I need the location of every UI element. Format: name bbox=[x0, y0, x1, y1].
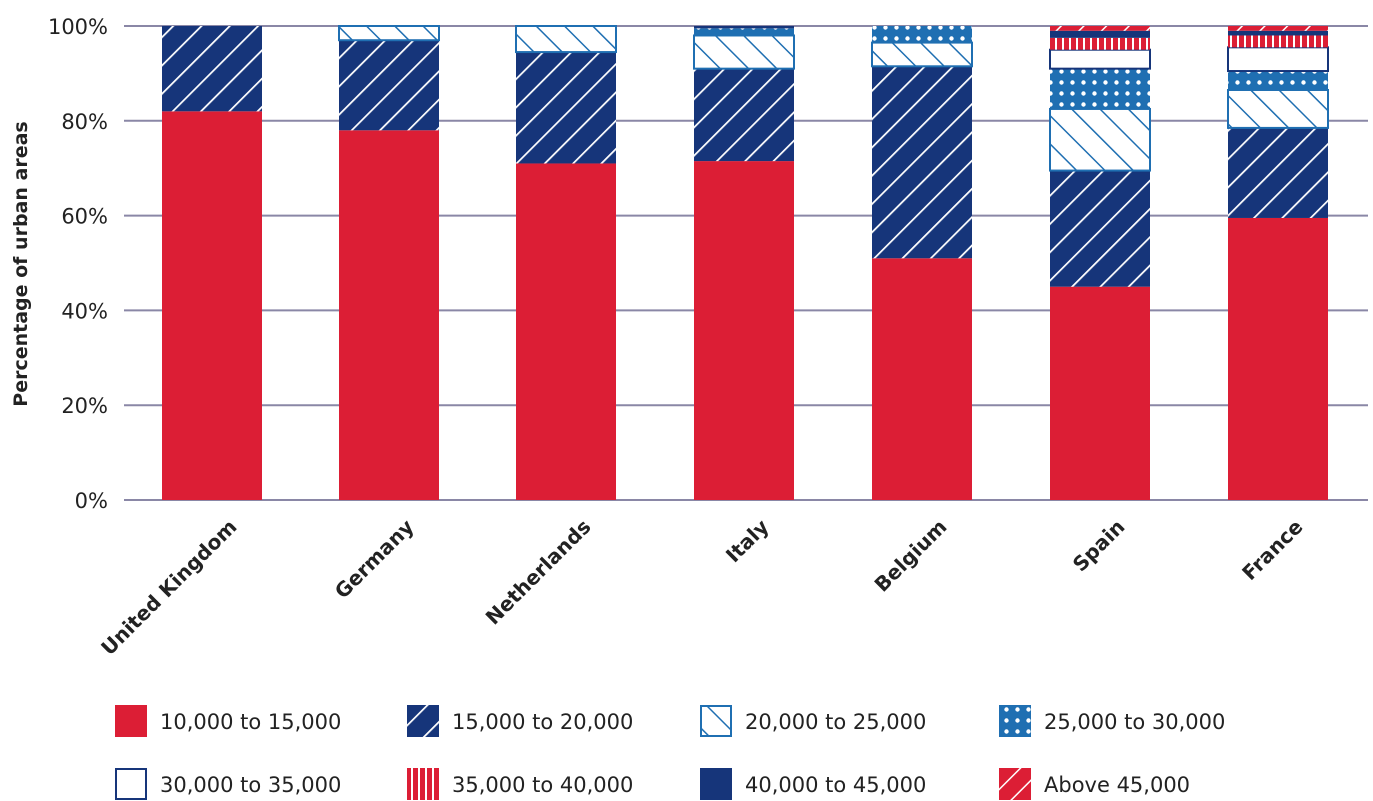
x-tick-label: Netherlands bbox=[481, 515, 596, 630]
bar-stack bbox=[338, 25, 440, 500]
bar-segment bbox=[1228, 35, 1328, 48]
legend-swatch bbox=[700, 768, 732, 800]
bar-segment bbox=[694, 68, 794, 162]
bar-segment bbox=[162, 111, 262, 500]
legend-label: 10,000 to 15,000 bbox=[160, 710, 341, 734]
bar-segment bbox=[1227, 88, 1329, 129]
legend-swatch bbox=[700, 705, 732, 737]
bar-segment bbox=[339, 130, 439, 500]
y-tick-label: 20% bbox=[61, 394, 108, 418]
legend-label: 35,000 to 40,000 bbox=[452, 773, 633, 797]
bar-segment bbox=[1050, 170, 1150, 287]
bar-stack bbox=[693, 26, 795, 500]
bar-segment bbox=[339, 40, 439, 131]
y-tick-label: 80% bbox=[61, 110, 108, 134]
bar-segment bbox=[1050, 286, 1150, 500]
bar-segment bbox=[694, 161, 794, 500]
bar-segment bbox=[1228, 127, 1328, 218]
legend-label: Above 45,000 bbox=[1044, 773, 1190, 797]
y-tick-label: 40% bbox=[61, 299, 108, 323]
bar-segment bbox=[871, 41, 973, 68]
legend-swatch bbox=[115, 768, 147, 800]
bar-segment bbox=[162, 26, 262, 112]
legend-label: 25,000 to 30,000 bbox=[1044, 710, 1225, 734]
bar-stack bbox=[1049, 26, 1151, 500]
y-tick-label: 0% bbox=[75, 489, 108, 513]
bar-segment bbox=[694, 28, 794, 36]
bar-segment bbox=[1228, 26, 1328, 31]
legend-swatch bbox=[407, 768, 439, 800]
bar-segment bbox=[515, 25, 617, 54]
y-tick-label: 60% bbox=[61, 205, 108, 229]
bar-stack bbox=[1227, 26, 1329, 500]
legend: 10,000 to 15,000 15,000 to 20,000 20,000 t… bbox=[115, 705, 1225, 800]
legend-label: 20,000 to 25,000 bbox=[745, 710, 926, 734]
legend-swatch bbox=[999, 705, 1031, 737]
bar-segment bbox=[1227, 46, 1329, 73]
x-tick-label: Spain bbox=[1068, 515, 1130, 577]
x-tick-label: France bbox=[1237, 515, 1307, 585]
bar-segment bbox=[1050, 30, 1150, 38]
bar-segment bbox=[516, 52, 616, 164]
x-tick-label: Germany bbox=[330, 515, 419, 604]
bar-segment bbox=[693, 34, 795, 70]
legend-label: 15,000 to 20,000 bbox=[452, 710, 633, 734]
bar-stack bbox=[515, 25, 617, 500]
y-axis-ticks: 0% 20% 40% 60% 80% 100% bbox=[48, 15, 108, 513]
bar-segment bbox=[872, 26, 972, 43]
bar-segment bbox=[1049, 107, 1151, 172]
x-tick-label: Italy bbox=[721, 515, 774, 568]
bar-segment bbox=[1228, 217, 1328, 500]
bar-segment bbox=[872, 258, 972, 500]
bar-segment bbox=[338, 25, 440, 42]
x-tick-label: Belgium bbox=[870, 515, 952, 597]
legend-swatch bbox=[407, 705, 439, 737]
bar-segment bbox=[694, 26, 794, 29]
bar-segment bbox=[1228, 30, 1328, 36]
legend-label: 30,000 to 35,000 bbox=[160, 773, 341, 797]
bar-stack bbox=[162, 26, 262, 500]
x-axis-labels: United Kingdom Germany Netherlands Italy Bel… bbox=[96, 515, 1307, 660]
bar-segment bbox=[1049, 48, 1151, 70]
bar-segment bbox=[1050, 68, 1150, 109]
bar-segment bbox=[1050, 37, 1150, 50]
bar-segment bbox=[1228, 71, 1328, 90]
y-axis-label: Percentage of urban areas bbox=[10, 121, 32, 406]
y-tick-label: 100% bbox=[48, 15, 108, 39]
legend-swatch bbox=[115, 705, 147, 737]
bar-segment bbox=[872, 66, 972, 259]
bar-stack bbox=[871, 26, 973, 500]
bar-segment bbox=[1050, 26, 1150, 31]
bars bbox=[162, 25, 1329, 500]
legend-label: 40,000 to 45,000 bbox=[745, 773, 926, 797]
x-tick-label: United Kingdom bbox=[96, 515, 241, 660]
legend-swatch bbox=[999, 768, 1031, 800]
bar-segment bbox=[516, 163, 616, 500]
